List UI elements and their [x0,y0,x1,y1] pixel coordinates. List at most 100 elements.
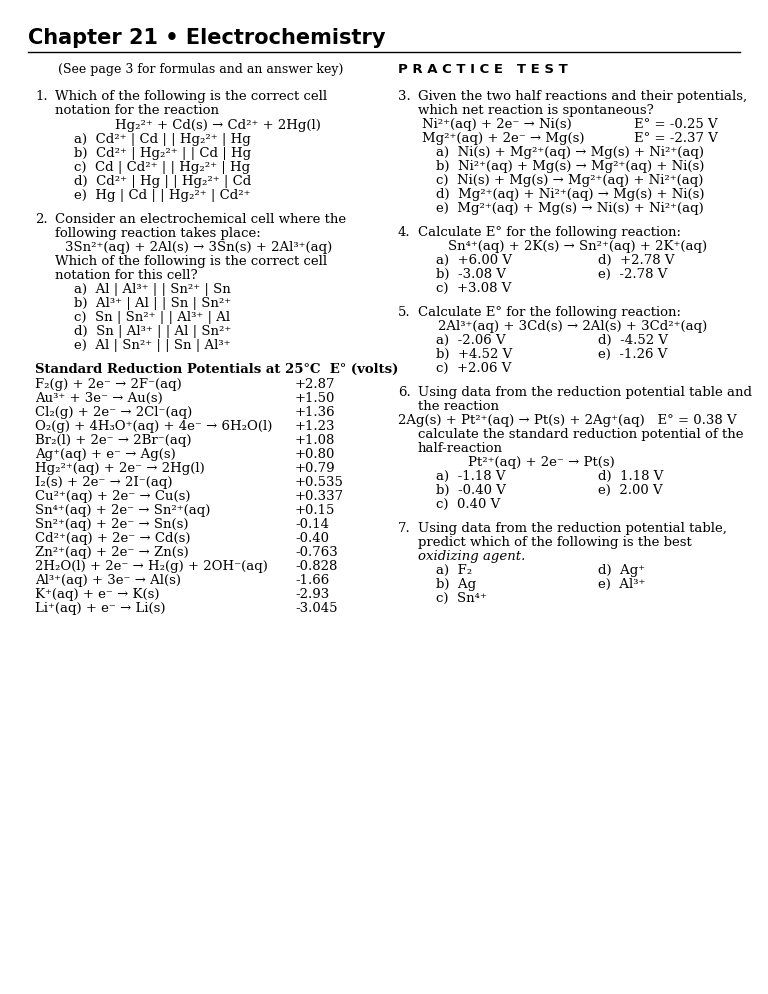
Text: E° = -2.37 V: E° = -2.37 V [634,132,718,145]
Text: the reaction: the reaction [418,400,499,413]
Text: +0.337: +0.337 [295,490,344,503]
Text: a)  Al | Al³⁺ | | Sn²⁺ | Sn: a) Al | Al³⁺ | | Sn²⁺ | Sn [74,283,230,296]
Text: d)  -4.52 V: d) -4.52 V [598,334,668,347]
Text: a)  Ni(s) + Mg²⁺(aq) → Mg(s) + Ni²⁺(aq): a) Ni(s) + Mg²⁺(aq) → Mg(s) + Ni²⁺(aq) [436,146,704,159]
Text: Sn²⁺(aq) + 2e⁻ → Sn(s): Sn²⁺(aq) + 2e⁻ → Sn(s) [35,518,188,531]
Text: 3Sn²⁺(aq) + 2Al(s) → 3Sn(s) + 2Al³⁺(aq): 3Sn²⁺(aq) + 2Al(s) → 3Sn(s) + 2Al³⁺(aq) [65,241,333,254]
Text: which net reaction is spontaneous?: which net reaction is spontaneous? [418,104,654,117]
Text: -0.40: -0.40 [295,532,329,545]
Text: notation for this cell?: notation for this cell? [55,269,197,282]
Text: 2Ag(s) + Pt²⁺(aq) → Pt(s) + 2Ag⁺(aq)   E° = 0.38 V: 2Ag(s) + Pt²⁺(aq) → Pt(s) + 2Ag⁺(aq) E° … [398,414,737,427]
Text: Using data from the reduction potential table and: Using data from the reduction potential … [418,386,752,399]
Text: oxidizing agent.: oxidizing agent. [418,550,525,563]
Text: half-reaction: half-reaction [418,442,503,455]
Text: Mg²⁺(aq) + 2e⁻ → Mg(s): Mg²⁺(aq) + 2e⁻ → Mg(s) [422,132,584,145]
Text: Cu²⁺(aq) + 2e⁻ → Cu(s): Cu²⁺(aq) + 2e⁻ → Cu(s) [35,490,190,503]
Text: a)  -2.06 V: a) -2.06 V [436,334,505,347]
Text: 2Al³⁺(aq) + 3Cd(s) → 2Al(s) + 3Cd²⁺(aq): 2Al³⁺(aq) + 3Cd(s) → 2Al(s) + 3Cd²⁺(aq) [438,320,707,333]
Text: Zn²⁺(aq) + 2e⁻ → Zn(s): Zn²⁺(aq) + 2e⁻ → Zn(s) [35,546,189,559]
Text: e)  Al | Sn²⁺ | | Sn | Al³⁺: e) Al | Sn²⁺ | | Sn | Al³⁺ [74,339,230,352]
Text: d)  Mg²⁺(aq) + Ni²⁺(aq) → Mg(s) + Ni(s): d) Mg²⁺(aq) + Ni²⁺(aq) → Mg(s) + Ni(s) [436,188,704,201]
Text: a)  +6.00 V: a) +6.00 V [436,254,512,267]
Text: 6.: 6. [398,386,411,399]
Text: c)  Sn⁴⁺: c) Sn⁴⁺ [436,592,487,605]
Text: a)  -1.18 V: a) -1.18 V [436,470,505,483]
Text: -2.93: -2.93 [295,588,329,601]
Text: Given the two half reactions and their potentials,: Given the two half reactions and their p… [418,90,747,103]
Text: Hg₂²⁺(aq) + 2e⁻ → 2Hg(l): Hg₂²⁺(aq) + 2e⁻ → 2Hg(l) [35,462,205,475]
Text: 5.: 5. [398,306,411,319]
Text: Br₂(l) + 2e⁻ → 2Br⁻(aq): Br₂(l) + 2e⁻ → 2Br⁻(aq) [35,434,191,447]
Text: 1.: 1. [35,90,48,103]
Text: e)  Mg²⁺(aq) + Mg(s) → Ni(s) + Ni²⁺(aq): e) Mg²⁺(aq) + Mg(s) → Ni(s) + Ni²⁺(aq) [436,202,703,215]
Text: -3.045: -3.045 [295,602,337,615]
Text: Which of the following is the correct cell: Which of the following is the correct ce… [55,255,327,268]
Text: a)  Cd²⁺ | Cd | | Hg₂²⁺ | Hg: a) Cd²⁺ | Cd | | Hg₂²⁺ | Hg [74,133,250,146]
Text: +1.50: +1.50 [295,392,336,405]
Text: Calculate E° for the following reaction:: Calculate E° for the following reaction: [418,226,681,239]
Text: -0.14: -0.14 [295,518,329,531]
Text: Au³⁺ + 3e⁻ → Au(s): Au³⁺ + 3e⁻ → Au(s) [35,392,163,405]
Text: b)  Ni²⁺(aq) + Mg(s) → Mg²⁺(aq) + Ni(s): b) Ni²⁺(aq) + Mg(s) → Mg²⁺(aq) + Ni(s) [436,160,704,173]
Text: +2.87: +2.87 [295,378,336,391]
Text: (See page 3 for formulas and an answer key): (See page 3 for formulas and an answer k… [58,63,343,76]
Text: 4.: 4. [398,226,411,239]
Text: d)  Cd²⁺ | Hg | | Hg₂²⁺ | Cd: d) Cd²⁺ | Hg | | Hg₂²⁺ | Cd [74,175,251,188]
Text: Al³⁺(aq) + 3e⁻ → Al(s): Al³⁺(aq) + 3e⁻ → Al(s) [35,574,181,587]
Text: c)  +2.06 V: c) +2.06 V [436,362,511,375]
Text: b)  Cd²⁺ | Hg₂²⁺ | | Cd | Hg: b) Cd²⁺ | Hg₂²⁺ | | Cd | Hg [74,147,251,160]
Text: I₂(s) + 2e⁻ → 2I⁻(aq): I₂(s) + 2e⁻ → 2I⁻(aq) [35,476,173,489]
Text: c)  Sn | Sn²⁺ | | Al³⁺ | Al: c) Sn | Sn²⁺ | | Al³⁺ | Al [74,311,230,324]
Text: 3.: 3. [398,90,411,103]
Text: Consider an electrochemical cell where the: Consider an electrochemical cell where t… [55,213,346,226]
Text: notation for the reaction: notation for the reaction [55,104,219,117]
Text: Which of the following is the correct cell: Which of the following is the correct ce… [55,90,327,103]
Text: b)  -3.08 V: b) -3.08 V [436,268,506,281]
Text: c)  Cd | Cd²⁺ | | Hg₂²⁺ | Hg: c) Cd | Cd²⁺ | | Hg₂²⁺ | Hg [74,161,250,174]
Text: +1.08: +1.08 [295,434,336,447]
Text: E° = -0.25 V: E° = -0.25 V [634,118,717,131]
Text: b)  -0.40 V: b) -0.40 V [436,484,506,497]
Text: Sn⁴⁺(aq) + 2K(s) → Sn²⁺(aq) + 2K⁺(aq): Sn⁴⁺(aq) + 2K(s) → Sn²⁺(aq) + 2K⁺(aq) [448,240,707,253]
Text: d)  +2.78 V: d) +2.78 V [598,254,674,267]
Text: b)  Al³⁺ | Al | | Sn | Sn²⁺: b) Al³⁺ | Al | | Sn | Sn²⁺ [74,297,231,310]
Text: e)  2.00 V: e) 2.00 V [598,484,663,497]
Text: 2H₂O(l) + 2e⁻ → H₂(g) + 2OH⁻(aq): 2H₂O(l) + 2e⁻ → H₂(g) + 2OH⁻(aq) [35,560,268,573]
Text: d)  1.18 V: d) 1.18 V [598,470,664,483]
Text: b)  +4.52 V: b) +4.52 V [436,348,512,361]
Text: P R A C T I C E   T E S T: P R A C T I C E T E S T [398,63,568,76]
Text: e)  Hg | Cd | | Hg₂²⁺ | Cd²⁺: e) Hg | Cd | | Hg₂²⁺ | Cd²⁺ [74,189,250,202]
Text: O₂(g) + 4H₃O⁺(aq) + 4e⁻ → 6H₂O(l): O₂(g) + 4H₃O⁺(aq) + 4e⁻ → 6H₂O(l) [35,420,273,433]
Text: c)  +3.08 V: c) +3.08 V [436,282,511,295]
Text: Ni²⁺(aq) + 2e⁻ → Ni(s): Ni²⁺(aq) + 2e⁻ → Ni(s) [422,118,571,131]
Text: Cl₂(g) + 2e⁻ → 2Cl⁻(aq): Cl₂(g) + 2e⁻ → 2Cl⁻(aq) [35,406,192,419]
Text: e)  Al³⁺: e) Al³⁺ [598,578,645,591]
Text: +1.36: +1.36 [295,406,336,419]
Text: predict which of the following is the best: predict which of the following is the be… [418,536,692,549]
Text: a)  F₂: a) F₂ [436,564,472,577]
Text: b)  Ag: b) Ag [436,578,476,591]
Text: d)  Sn | Al³⁺ | | Al | Sn²⁺: d) Sn | Al³⁺ | | Al | Sn²⁺ [74,325,231,338]
Text: Cd²⁺(aq) + 2e⁻ → Cd(s): Cd²⁺(aq) + 2e⁻ → Cd(s) [35,532,190,545]
Text: Standard Reduction Potentials at 25°C  E° (volts): Standard Reduction Potentials at 25°C E°… [35,363,399,376]
Text: Li⁺(aq) + e⁻ → Li(s): Li⁺(aq) + e⁻ → Li(s) [35,602,165,615]
Text: K⁺(aq) + e⁻ → K(s): K⁺(aq) + e⁻ → K(s) [35,588,160,601]
Text: e)  -2.78 V: e) -2.78 V [598,268,667,281]
Text: +0.15: +0.15 [295,504,336,517]
Text: following reaction takes place:: following reaction takes place: [55,227,261,240]
Text: d)  Ag⁺: d) Ag⁺ [598,564,645,577]
Text: c)  0.40 V: c) 0.40 V [436,498,500,511]
Text: 2.: 2. [35,213,48,226]
Text: Ag⁺(aq) + e⁻ → Ag(s): Ag⁺(aq) + e⁻ → Ag(s) [35,448,176,461]
Text: Hg₂²⁺ + Cd(s) → Cd²⁺ + 2Hg(l): Hg₂²⁺ + Cd(s) → Cd²⁺ + 2Hg(l) [115,119,321,132]
Text: +0.80: +0.80 [295,448,336,461]
Text: -0.763: -0.763 [295,546,338,559]
Text: Calculate E° for the following reaction:: Calculate E° for the following reaction: [418,306,681,319]
Text: Sn⁴⁺(aq) + 2e⁻ → Sn²⁺(aq): Sn⁴⁺(aq) + 2e⁻ → Sn²⁺(aq) [35,504,210,517]
Text: calculate the standard reduction potential of the: calculate the standard reduction potenti… [418,428,743,441]
Text: -0.828: -0.828 [295,560,337,573]
Text: c)  Ni(s) + Mg(s) → Mg²⁺(aq) + Ni²⁺(aq): c) Ni(s) + Mg(s) → Mg²⁺(aq) + Ni²⁺(aq) [436,174,703,187]
Text: Using data from the reduction potential table,: Using data from the reduction potential … [418,522,727,535]
Text: +0.535: +0.535 [295,476,344,489]
Text: +1.23: +1.23 [295,420,336,433]
